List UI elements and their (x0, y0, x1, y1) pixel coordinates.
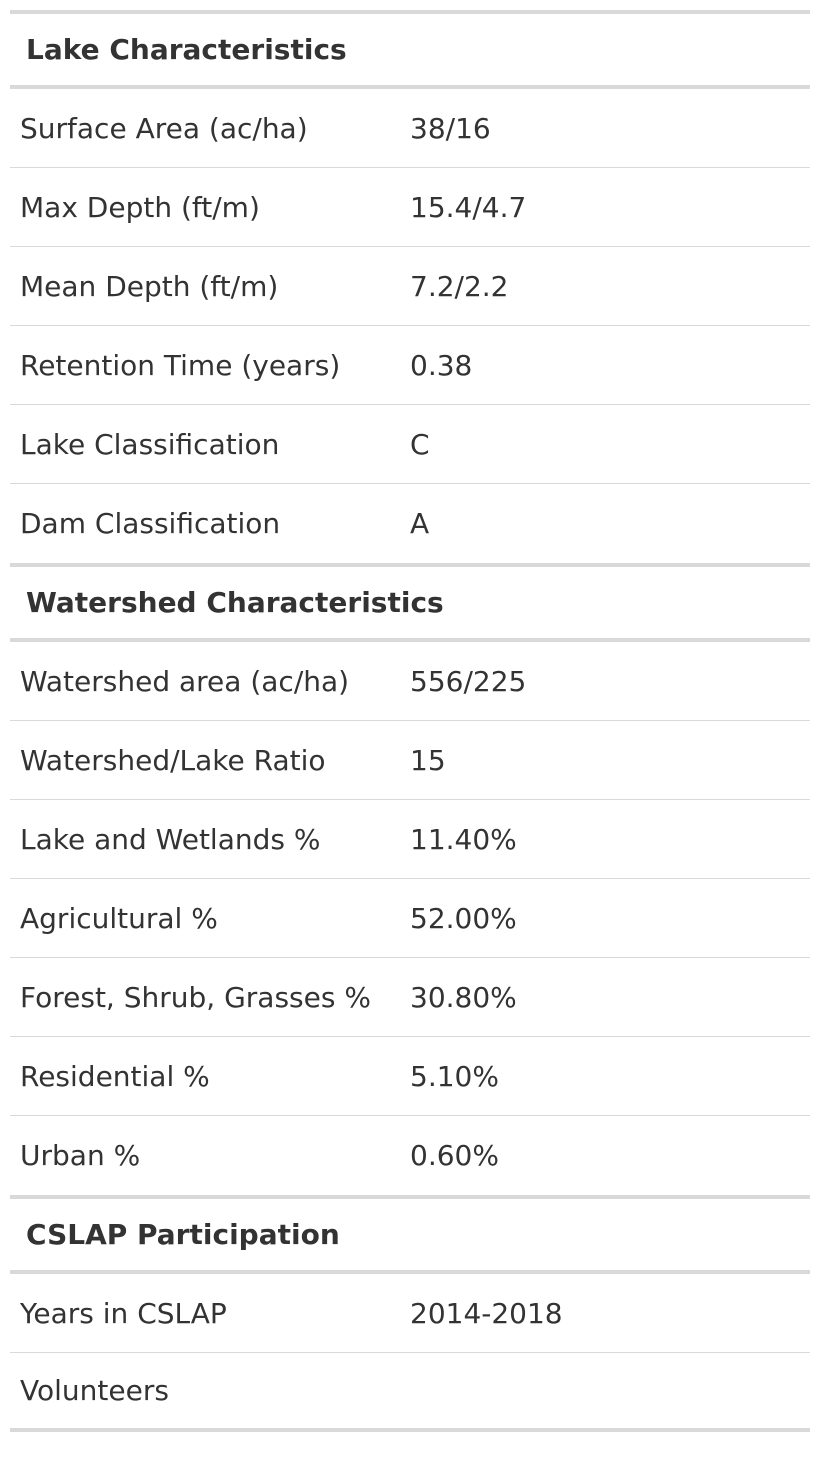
row-value: 38/16 (410, 111, 491, 145)
row-label: Max Depth (ft/m) (20, 190, 260, 224)
table-row: Agricultural % 52.00% (10, 879, 810, 958)
row-value: A (410, 507, 430, 540)
lake-info-table: Lake Characteristics Surface Area (ac/ha… (10, 10, 810, 1432)
row-label: Agricultural % (20, 901, 218, 935)
row-value: 52.00% (410, 901, 517, 935)
row-label: Urban % (20, 1139, 141, 1172)
row-label: Surface Area (ac/ha) (20, 111, 308, 145)
section-header-cslap-participation: CSLAP Participation (10, 1195, 810, 1274)
table-row: Dam Classification A (10, 484, 810, 563)
row-label: Volunteers (20, 1374, 169, 1407)
table-row: Volunteers (10, 1353, 810, 1432)
table-row: Retention Time (years) 0.38 (10, 326, 810, 405)
table-row: Watershed/Lake Ratio 15 (10, 721, 810, 800)
table-row: Max Depth (ft/m) 15.4/4.7 (10, 168, 810, 247)
row-label: Lake and Wetlands % (20, 822, 321, 856)
row-label: Watershed/Lake Ratio (20, 743, 326, 777)
table-row: Residential % 5.10% (10, 1037, 810, 1116)
row-value: 0.60% (410, 1139, 499, 1172)
row-label: Forest, Shrub, Grasses % (20, 980, 371, 1014)
table-row: Surface Area (ac/ha) 38/16 (10, 89, 810, 168)
row-label: Residential % (20, 1059, 210, 1093)
table-row: Urban % 0.60% (10, 1116, 810, 1195)
table-row: Lake and Wetlands % 11.40% (10, 800, 810, 879)
row-value: 0.38 (410, 348, 473, 382)
section-header-lake-characteristics: Lake Characteristics (10, 10, 810, 89)
row-label: Mean Depth (ft/m) (20, 269, 279, 303)
row-value: 5.10% (410, 1059, 499, 1093)
row-value: 15 (410, 743, 446, 777)
table-row: Mean Depth (ft/m) 7.2/2.2 (10, 247, 810, 326)
table-row: Lake Classification C (10, 405, 810, 484)
row-label: Years in CSLAP (20, 1296, 227, 1330)
table-row: Years in CSLAP 2014-2018 (10, 1274, 810, 1353)
row-label: Dam Classification (20, 507, 281, 540)
table-row: Watershed area (ac/ha) 556/225 (10, 642, 810, 721)
row-value: 2014-2018 (410, 1296, 563, 1330)
row-value: 15.4/4.7 (410, 190, 527, 224)
row-value: C (410, 427, 430, 461)
row-label: Watershed area (ac/ha) (20, 664, 350, 698)
row-value: 7.2/2.2 (410, 269, 509, 303)
row-value: 11.40% (410, 822, 517, 856)
row-value: 30.80% (410, 980, 517, 1014)
row-value: 556/225 (410, 664, 527, 698)
row-label: Retention Time (years) (20, 348, 341, 382)
section-header-watershed-characteristics: Watershed Characteristics (10, 563, 810, 642)
table-row: Forest, Shrub, Grasses % 30.80% (10, 958, 810, 1037)
row-label: Lake Classification (20, 427, 280, 461)
